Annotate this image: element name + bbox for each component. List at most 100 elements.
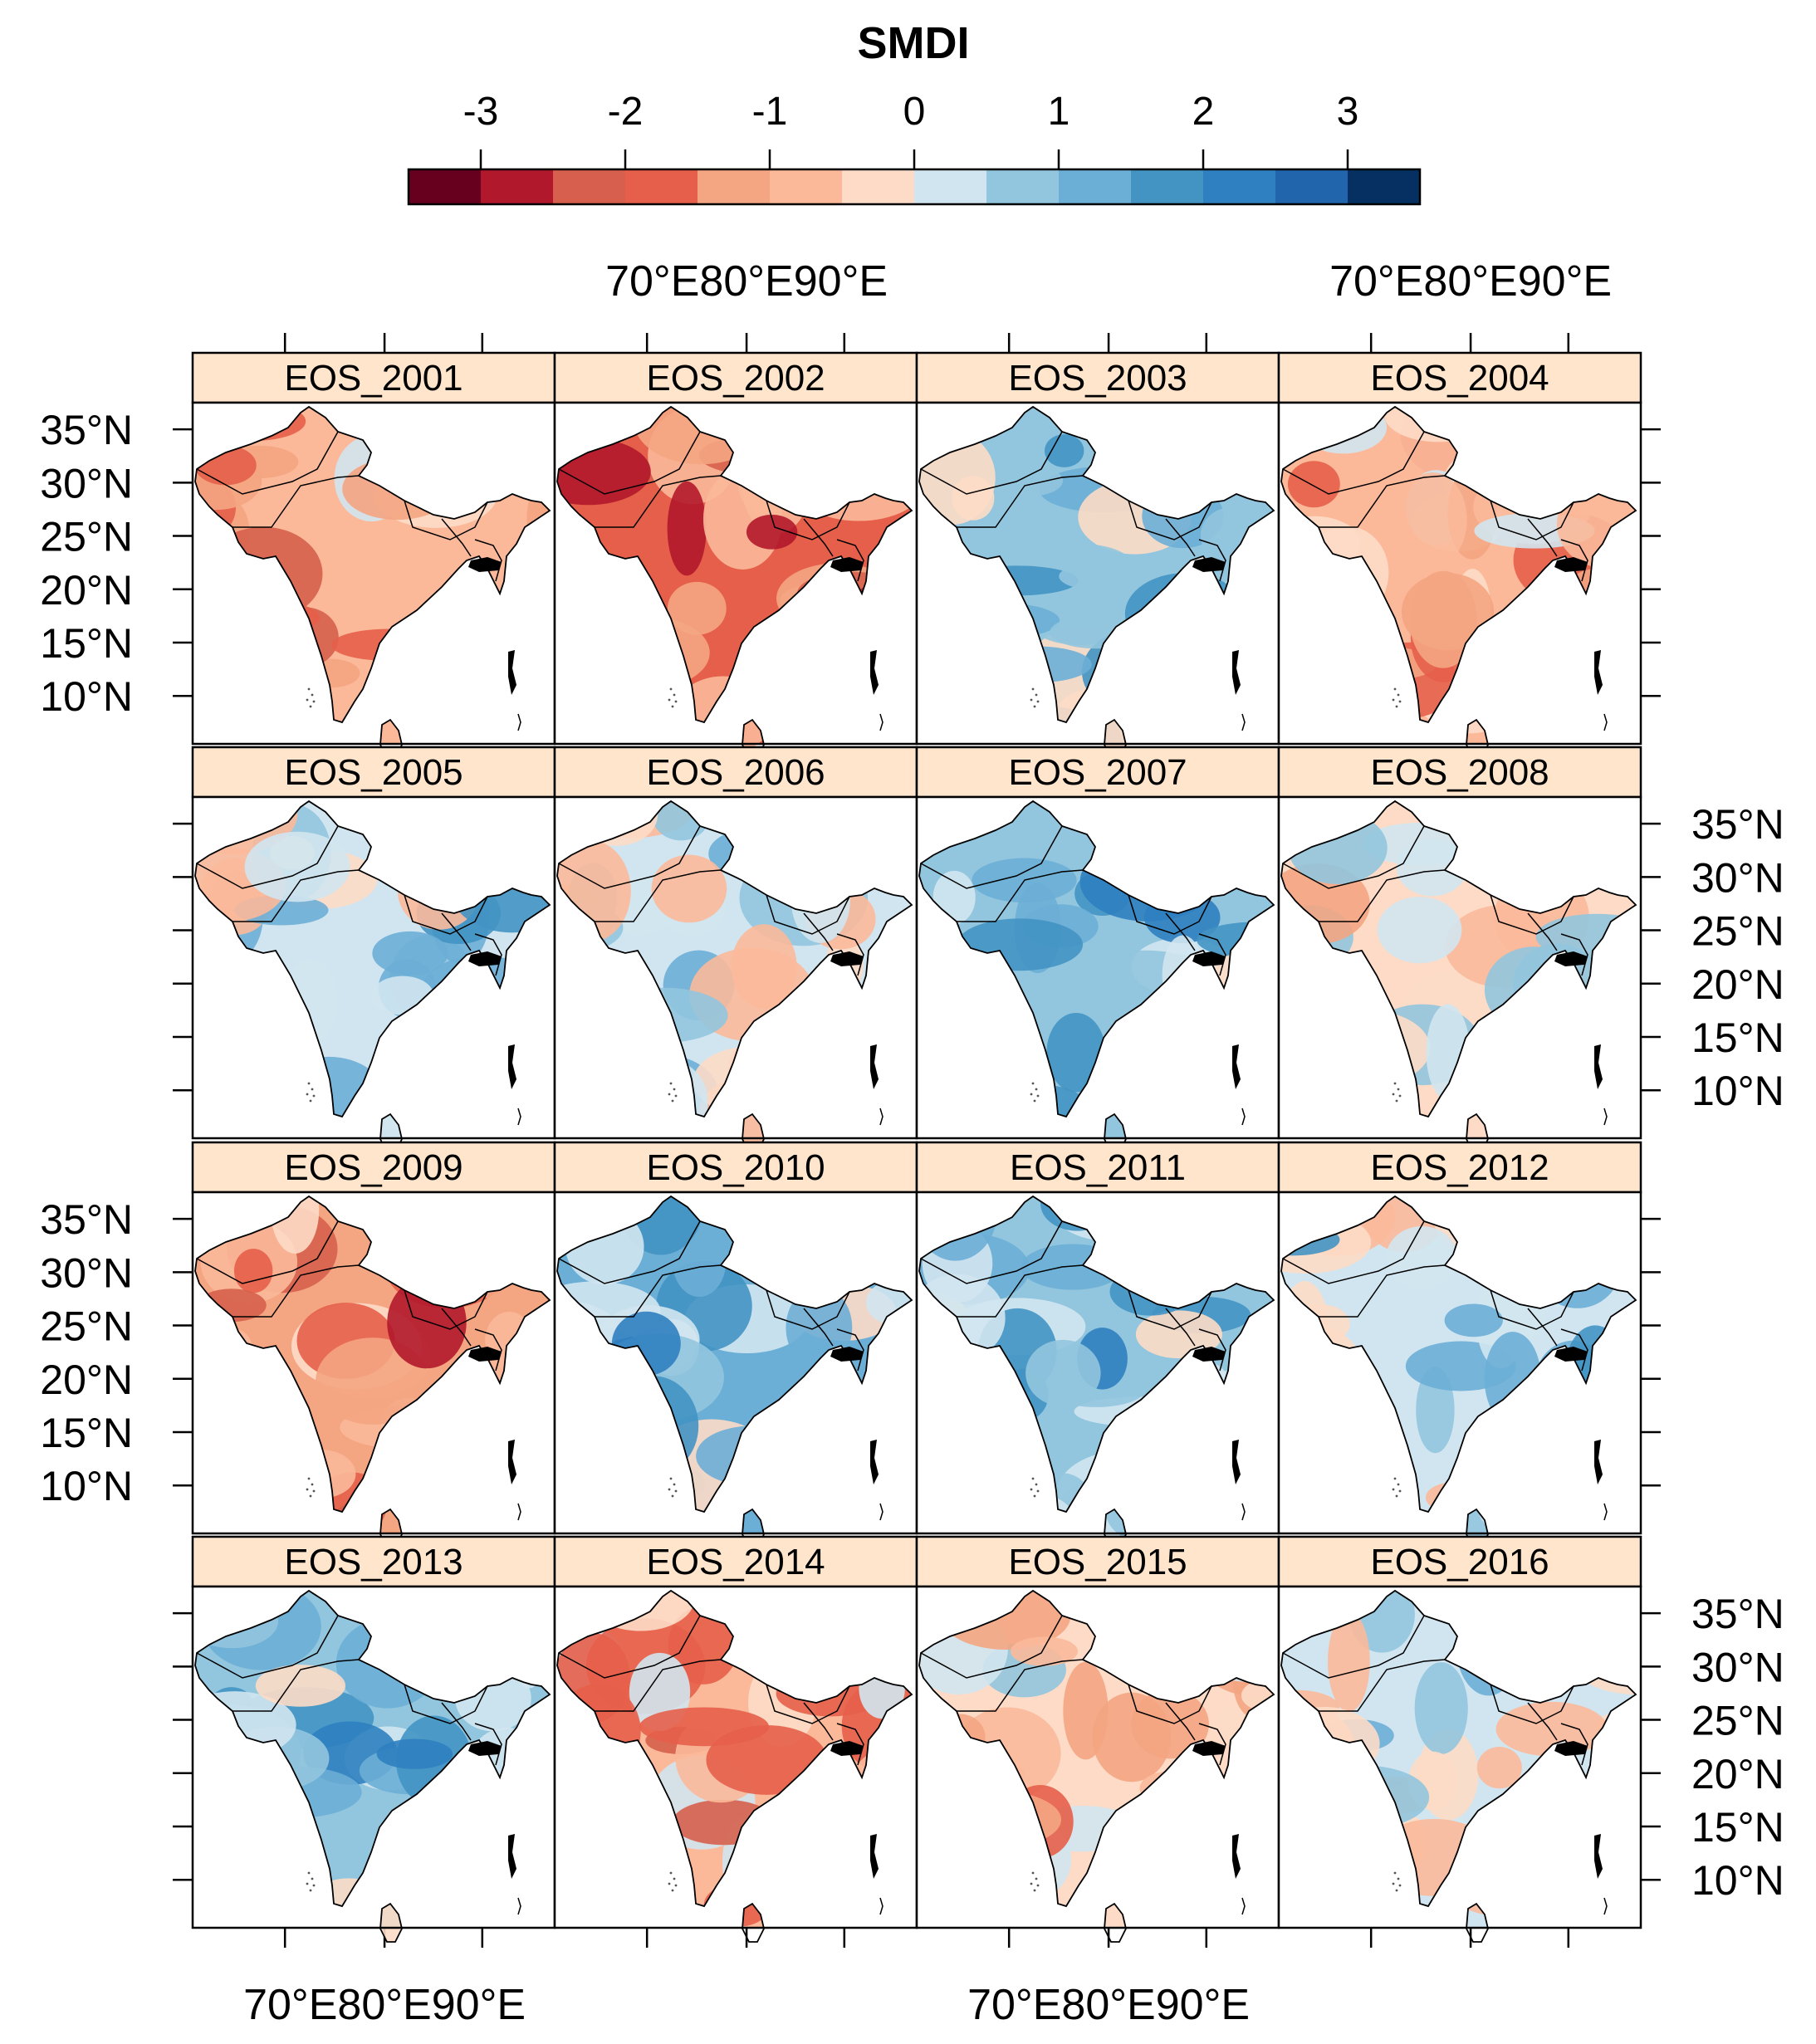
lakshadweep-islet — [1030, 1488, 1033, 1491]
border-line — [233, 475, 360, 528]
border-line — [766, 500, 850, 540]
smdi-patch — [1328, 1611, 1370, 1712]
sundarbans-mask — [830, 1347, 864, 1362]
sundarbans-mask — [468, 951, 502, 966]
country-outline — [918, 1589, 1275, 1943]
panel-title: EOS_2001 — [284, 358, 463, 399]
lakshadweep-islet — [1035, 1088, 1038, 1091]
border-line — [1527, 518, 1558, 557]
border-line — [1128, 1684, 1212, 1724]
andaman-islands — [1232, 1440, 1241, 1484]
border-line — [803, 912, 834, 951]
axis-labels: 70°E80°E90°E 70°E80°E90°E70°E80°E90°E 70°E… — [40, 257, 1784, 2029]
sundarbans-mask — [468, 557, 502, 572]
colorbar-swatch — [625, 169, 698, 204]
lakshadweep-islet — [673, 1088, 676, 1091]
map-panel: EOS_2016 — [1277, 1535, 1642, 1943]
lon-tick-label: 90°E — [1518, 257, 1612, 306]
lakshadweep-islet — [1033, 1099, 1036, 1103]
border-line — [595, 1659, 722, 1712]
map-panel: EOS_2014 — [553, 1535, 918, 1943]
panel-grid: EOS_2001 EOS_2002 EOS_2003 EOS_2004 EOS_2005… — [191, 351, 1642, 1943]
panel-frame — [1277, 1585, 1642, 1929]
map-area — [191, 1585, 556, 1943]
lakshadweep-islet — [1395, 1889, 1398, 1892]
border-line — [1165, 1702, 1196, 1741]
lon-tick-label: 80°E — [1423, 257, 1517, 306]
lakshadweep-islet — [1393, 1871, 1397, 1875]
panel-frame — [1277, 1191, 1642, 1535]
lat-tick-label: 15°N — [1691, 1015, 1784, 1061]
border-line — [1560, 933, 1588, 976]
border-line — [1165, 912, 1196, 951]
panel-title: EOS_2009 — [284, 1147, 463, 1188]
sundarbans-mask — [1192, 1347, 1226, 1362]
sundarbans-mask — [830, 1741, 864, 1756]
border-line — [1128, 894, 1212, 935]
sundarbans-mask — [1554, 951, 1588, 966]
andaman-islands — [1594, 1044, 1603, 1089]
smdi-patch — [1386, 1226, 1458, 1289]
panel-strip — [915, 1141, 1280, 1194]
colorbar-swatch — [481, 169, 554, 204]
map-area — [915, 795, 1280, 1153]
colorbar-swatch — [1203, 169, 1276, 204]
border-line — [196, 1220, 339, 1284]
border-line — [1560, 1723, 1588, 1766]
border-line — [1282, 1220, 1425, 1284]
lat-tick-label: 25°N — [40, 1303, 133, 1350]
border-line — [441, 1308, 472, 1347]
map-panel: EOS_2010 — [553, 1141, 918, 1548]
sundarbans-mask — [468, 1741, 502, 1756]
border-line — [1165, 1308, 1196, 1347]
smdi-patch — [338, 539, 445, 591]
lat-tick-label: 10°N — [40, 1463, 133, 1509]
border-line — [1282, 1615, 1425, 1679]
country-outline — [1280, 1589, 1637, 1943]
smdi-patch — [557, 438, 651, 506]
lakshadweep-islet — [1030, 698, 1033, 702]
lon-tick-label: 80°E — [1061, 1981, 1155, 2029]
map-area — [915, 401, 1280, 759]
border-line — [558, 431, 701, 495]
andaman-islands — [870, 1440, 879, 1484]
colorbar-swatch — [1275, 169, 1349, 204]
border-line — [196, 431, 339, 495]
lakshadweep-islet — [1397, 693, 1400, 697]
lakshadweep-islet — [307, 1871, 311, 1875]
panel-strip — [191, 746, 556, 799]
panel-title: EOS_2008 — [1370, 752, 1549, 793]
smdi-patch — [1010, 1636, 1079, 1666]
map-area — [1277, 1585, 1642, 1943]
border-line — [766, 894, 850, 935]
panel-frame — [1277, 401, 1642, 746]
lakshadweep-islet — [1031, 687, 1035, 691]
smdi-patch — [1287, 461, 1340, 508]
map-panel: EOS_2003 — [915, 351, 1280, 759]
border-line — [1527, 1308, 1558, 1347]
map-panel: EOS_2001 — [191, 351, 556, 759]
panel-strip — [1277, 1141, 1642, 1194]
lakshadweep-islet — [1395, 1494, 1398, 1498]
lon-tick-label: 80°E — [337, 1981, 431, 2029]
lat-tick-label: 30°N — [40, 460, 133, 506]
smdi-patch — [995, 465, 1064, 496]
border-line — [404, 894, 488, 935]
nicobar-islands — [1603, 713, 1608, 731]
smdi-patch — [1045, 434, 1084, 467]
colorbar-tick-label: 0 — [903, 90, 926, 134]
smdi-patch — [651, 854, 727, 923]
smdi-patch — [1025, 1339, 1101, 1407]
lakshadweep-islet — [312, 700, 316, 703]
border-line — [1490, 894, 1574, 935]
andaman-islands — [508, 1044, 516, 1089]
border-line — [1490, 500, 1574, 540]
border-line — [957, 1264, 1084, 1318]
border-line — [558, 1615, 701, 1679]
nicobar-islands — [879, 1503, 884, 1521]
map-panel: EOS_2002 — [553, 351, 918, 759]
smdi-patch — [651, 801, 712, 841]
border-line — [474, 933, 502, 976]
lakshadweep-islet — [1031, 1477, 1035, 1480]
nicobar-islands — [1603, 1897, 1608, 1915]
